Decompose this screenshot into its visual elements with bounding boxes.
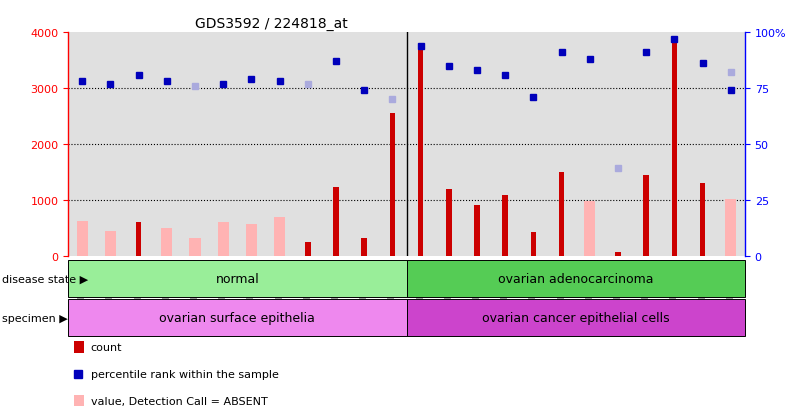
Bar	[389, 114, 395, 256]
Bar	[189, 239, 200, 256]
Bar	[74, 395, 83, 406]
Bar	[361, 238, 367, 256]
Text: specimen ▶: specimen ▶	[2, 313, 67, 323]
Text: normal: normal	[215, 272, 260, 285]
Bar	[218, 223, 229, 256]
Bar	[615, 253, 621, 256]
Bar	[135, 223, 142, 256]
Bar	[559, 173, 565, 256]
Bar	[305, 242, 311, 256]
Text: disease state ▶: disease state ▶	[2, 274, 88, 284]
Bar	[643, 175, 649, 256]
Text: value, Detection Call = ABSENT: value, Detection Call = ABSENT	[91, 396, 268, 406]
Bar	[74, 342, 83, 353]
Bar	[700, 183, 706, 256]
Text: count: count	[91, 342, 122, 352]
Bar	[418, 50, 424, 256]
Bar	[68, 299, 407, 337]
Bar	[474, 206, 480, 256]
Bar	[246, 225, 257, 256]
Bar	[274, 217, 285, 256]
Bar	[671, 41, 678, 256]
Text: ovarian cancer epithelial cells: ovarian cancer epithelial cells	[482, 311, 670, 325]
Bar	[407, 299, 745, 337]
Bar	[502, 196, 508, 256]
Bar	[105, 231, 116, 256]
Title: GDS3592 / 224818_at: GDS3592 / 224818_at	[195, 17, 348, 31]
Bar	[407, 260, 745, 297]
Bar	[333, 188, 339, 256]
Bar	[77, 221, 88, 256]
Text: percentile rank within the sample: percentile rank within the sample	[91, 369, 279, 379]
Bar	[725, 199, 736, 256]
Bar	[530, 233, 536, 256]
Bar	[161, 228, 172, 256]
Text: ovarian surface epithelia: ovarian surface epithelia	[159, 311, 316, 325]
Bar	[584, 202, 595, 256]
Bar	[446, 189, 452, 256]
Text: ovarian adenocarcinoma: ovarian adenocarcinoma	[498, 272, 654, 285]
Bar	[68, 260, 407, 297]
